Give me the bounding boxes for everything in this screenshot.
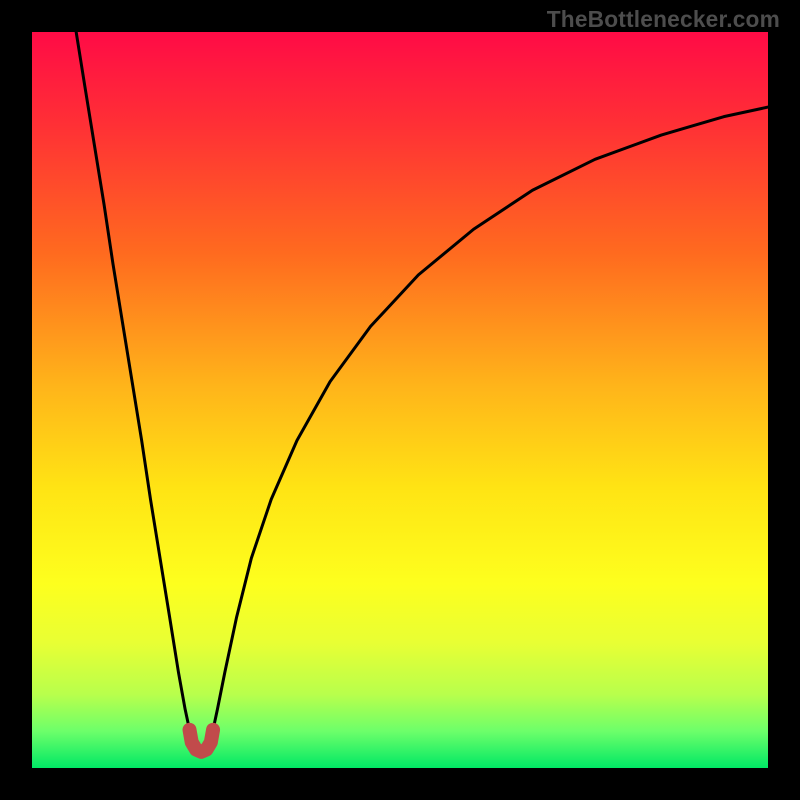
watermark-text: TheBottlenecker.com: [547, 6, 780, 33]
valley-u-marker: [190, 730, 214, 752]
curve-right-branch: [213, 107, 768, 730]
curve-left-branch: [76, 32, 189, 730]
curve-layer: [32, 32, 768, 768]
plot-frame: [32, 32, 768, 768]
stage: TheBottlenecker.com: [0, 0, 800, 800]
